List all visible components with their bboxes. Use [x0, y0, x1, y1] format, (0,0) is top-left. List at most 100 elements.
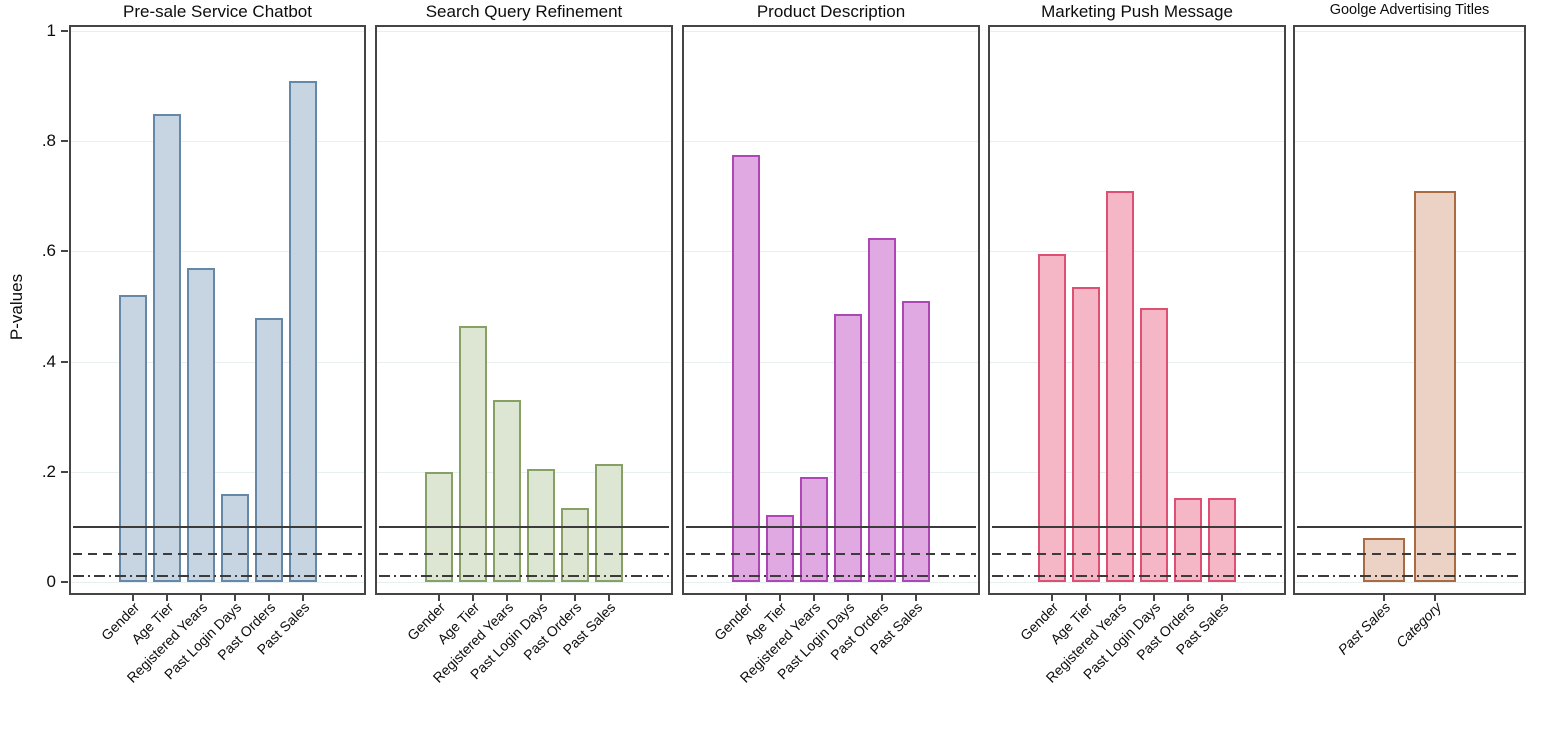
bar-past-login-days — [834, 314, 862, 582]
x-tick-mark — [1383, 595, 1385, 601]
gridline-8 — [1295, 141, 1524, 143]
gridline-8 — [71, 141, 364, 143]
y-tick-mark — [61, 30, 68, 32]
y-tick-label-0: 0 — [46, 572, 56, 591]
x-label-past-sales: Past Sales — [1334, 599, 1394, 658]
x-tick-mark — [131, 595, 134, 601]
bar-gender — [732, 155, 760, 582]
bar-past-sales — [902, 301, 930, 582]
gridline-0 — [990, 582, 1284, 583]
gridline-2 — [1295, 471, 1524, 473]
x-tick-mark — [813, 595, 815, 601]
bar-past-orders — [254, 318, 283, 582]
gridline-1 — [684, 31, 978, 32]
reference-line-dashdot — [379, 575, 669, 578]
reference-line-dashed — [379, 553, 669, 556]
reference-line-dashed — [73, 553, 362, 556]
gridline-0 — [1295, 582, 1524, 583]
reference-line-dashed — [992, 553, 1282, 556]
panel-marketing-push-message — [988, 25, 1286, 595]
gridline-1 — [1295, 31, 1524, 32]
x-tick-mark — [438, 595, 440, 601]
gridline-4 — [1295, 361, 1524, 363]
x-tick-mark — [881, 595, 883, 601]
y-tick-mark — [61, 250, 68, 253]
gridline-6 — [990, 251, 1284, 253]
panel-title-pre-sale-service-chatbot: Pre-sale Service Chatbot — [123, 2, 312, 21]
y-tick-label-8: .8 — [41, 131, 56, 151]
panel-goolge-advertising-titles — [1293, 25, 1526, 595]
x-tick-mark — [1434, 595, 1436, 601]
bar-past-login-days — [1140, 308, 1168, 582]
reference-line-solid — [1297, 525, 1522, 528]
panel-title-search-query-refinement: Search Query Refinement — [425, 2, 623, 21]
x-tick-mark — [472, 595, 474, 601]
x-tick-mark — [267, 595, 270, 601]
bar-age-tier — [152, 114, 181, 582]
panel-title-product-description: Product Description — [756, 2, 906, 21]
y-tick-label-1: 1 — [46, 21, 56, 40]
panel-title-marketing-push-message: Marketing Push Message — [1041, 2, 1233, 21]
gridline-4 — [377, 361, 671, 363]
reference-line-solid — [992, 525, 1282, 528]
y-tick-mark — [61, 140, 68, 143]
gridline-2 — [684, 471, 978, 473]
bar-past-login-days — [220, 494, 249, 582]
gridline-6 — [377, 251, 671, 253]
bar-past-sales — [595, 464, 623, 582]
bar-past-sales — [1363, 538, 1405, 582]
x-tick-mark — [199, 595, 202, 601]
panel-pre-sale-service-chatbot — [69, 25, 366, 595]
x-tick-mark — [540, 595, 542, 601]
bar-past-login-days — [527, 469, 555, 582]
y-tick-mark — [61, 360, 68, 363]
bar-past-sales — [288, 81, 317, 582]
gridline-2 — [990, 471, 1284, 473]
y-axis-title: P-values — [4, 247, 30, 367]
panel-product-description — [682, 25, 980, 595]
gridline-8 — [990, 141, 1284, 143]
bar-category — [1414, 191, 1456, 582]
gridline-8 — [684, 141, 978, 143]
gridline-1 — [990, 31, 1284, 32]
gridline-4 — [684, 361, 978, 363]
bar-registered-years — [186, 268, 215, 582]
bar-past-orders — [561, 508, 589, 582]
panel-search-query-refinement — [375, 25, 673, 595]
x-tick-mark — [233, 595, 236, 601]
x-tick-mark — [301, 595, 304, 601]
gridline-4 — [990, 361, 1284, 363]
x-tick-mark — [1221, 595, 1223, 601]
gridline-0 — [71, 582, 364, 583]
gridline-0 — [684, 582, 978, 583]
x-tick-mark — [1085, 595, 1087, 601]
bar-registered-years — [493, 400, 521, 582]
x-tick-mark — [574, 595, 576, 601]
x-tick-mark — [608, 595, 610, 601]
y-axis-title-text: P-values — [7, 273, 26, 341]
y-tick-label-2: .2 — [41, 461, 56, 481]
x-tick-mark — [1153, 595, 1155, 601]
gridline-6 — [684, 251, 978, 253]
y-tick-mark — [61, 581, 68, 583]
x-tick-mark — [847, 595, 849, 601]
bar-registered-years — [1106, 191, 1134, 582]
y-tick-mark — [61, 470, 68, 473]
bar-gender — [118, 295, 147, 582]
y-tick-label-4: .4 — [41, 351, 56, 371]
reference-line-dashdot — [992, 575, 1282, 578]
reference-line-dashed — [1297, 553, 1522, 556]
x-tick-mark — [745, 595, 747, 601]
x-tick-mark — [1187, 595, 1189, 601]
bar-registered-years — [800, 477, 828, 582]
y-tick-label-6: .6 — [41, 241, 56, 261]
gridline-1 — [377, 31, 671, 32]
gridline-2 — [71, 471, 364, 473]
gridline-0 — [377, 582, 671, 583]
reference-line-solid — [73, 525, 362, 528]
x-tick-mark — [1119, 595, 1121, 601]
x-label-category: Category — [1392, 599, 1445, 651]
reference-line-solid — [379, 525, 669, 528]
x-tick-mark — [1051, 595, 1053, 601]
gridline-8 — [377, 141, 671, 143]
